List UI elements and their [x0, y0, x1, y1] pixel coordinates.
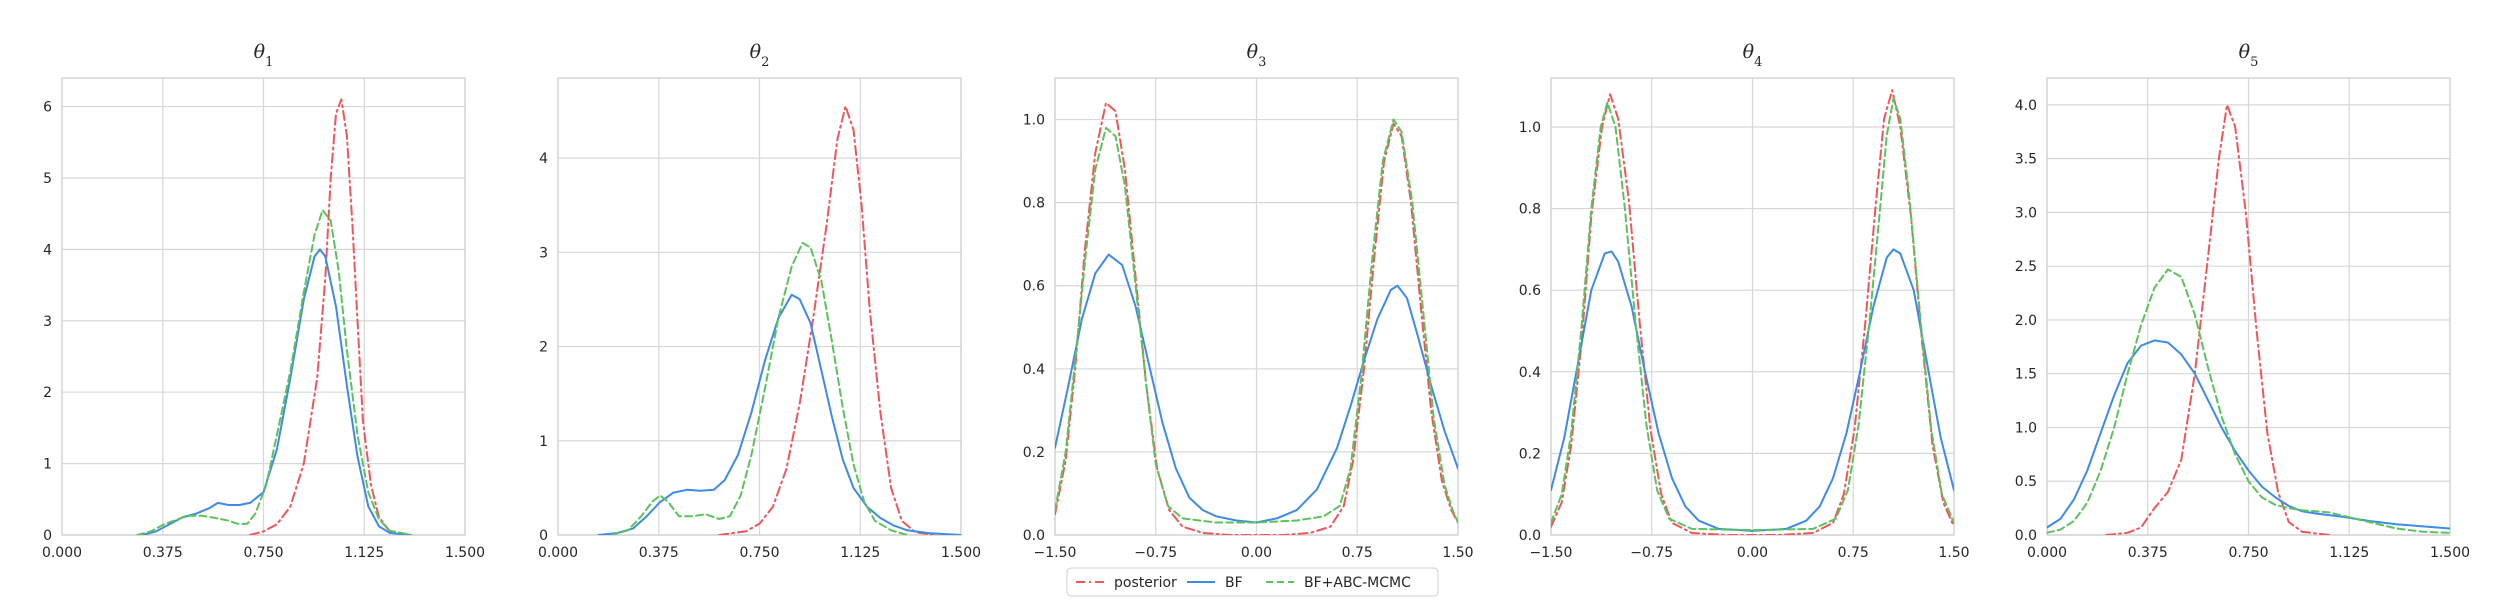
y-tick-label: 0.6	[1519, 283, 1541, 299]
series-line-posterior	[249, 98, 402, 535]
plot-frame	[61, 77, 466, 536]
panel-5: 0.000 0.375 0.750 1.125 1.500 0.0 0.5 1.0 1.5 2.0…	[2015, 41, 2470, 561]
x-tick-label: 0.75	[1838, 545, 1869, 561]
y-tick-label: 1.5	[2015, 367, 2037, 383]
series-line-bf	[2047, 339, 2450, 530]
panel-title: θ1	[254, 41, 274, 70]
panel-2: 0.000 0.375 0.750 1.125 1.500 0 1 2 3 4 θ2	[538, 41, 981, 561]
y-tick-label: 0.2	[1519, 446, 1541, 462]
y-tick-label: 0.8	[1023, 196, 1045, 212]
legend-box	[1066, 567, 1439, 597]
y-tick-label: 3	[43, 314, 52, 330]
series-line-posterior	[1055, 101, 1458, 535]
series-line-bf	[1551, 248, 1954, 532]
panel-title: θ3	[1247, 41, 1267, 70]
y-tick-label: 0	[539, 528, 548, 544]
x-tick-label: 1.500	[445, 545, 485, 561]
y-tick-label: 6	[43, 100, 52, 116]
legend-label: BF+ABC-MCMC	[1304, 575, 1411, 591]
y-tick-label: 2.0	[2015, 313, 2037, 329]
y-tick-label: 3.5	[2015, 152, 2037, 168]
series-line-bf-abc-mcmc	[1055, 118, 1458, 524]
y-tick-label: 0.0	[2015, 528, 2037, 544]
y-tick-label: 4.0	[2015, 98, 2037, 114]
y-tick-label: 0.0	[1023, 528, 1045, 544]
panel-title: θ4	[1743, 41, 1763, 70]
y-tick-label: 0.4	[1519, 365, 1541, 381]
y-tick-label: 0	[43, 528, 52, 544]
series-line-bf	[1055, 253, 1458, 524]
panel-4: −1.50 −0.75 0.00 0.75 1.50 0.0 0.2 0.4 0.6 0.8 1.0…	[1519, 41, 1970, 561]
legend-label: BF	[1225, 575, 1243, 591]
y-tick-label: 0.2	[1023, 445, 1045, 461]
plot-frame	[557, 77, 962, 536]
y-tick-label: 3.0	[2015, 205, 2037, 221]
x-tick-label: 0.000	[42, 545, 82, 561]
x-tick-label: 0.000	[2027, 545, 2067, 561]
x-tick-label: 0.750	[739, 545, 779, 561]
y-tick-label: 1	[43, 457, 52, 473]
y-tick-label: 4	[43, 242, 52, 258]
series-line-bf-abc-mcmc	[610, 241, 909, 535]
x-tick-label: 0.375	[2128, 545, 2168, 561]
x-tick-label: 1.125	[344, 545, 384, 561]
x-tick-label: 0.375	[639, 545, 679, 561]
y-tick-label: 2	[43, 385, 52, 401]
x-tick-label: 0.750	[243, 545, 283, 561]
series-line-bf	[597, 293, 961, 535]
panel-3: −1.50 −0.75 0.00 0.75 1.50 0.0 0.2 0.4 0.6 0.8 1.0…	[1023, 41, 1474, 561]
y-tick-label: 5	[43, 171, 52, 187]
y-tick-label: 0.0	[1519, 528, 1541, 544]
y-tick-label: 0.4	[1023, 362, 1045, 378]
plot-frame	[2046, 77, 2451, 536]
y-tick-label: 0.5	[2015, 474, 2037, 490]
y-tick-label: 2.5	[2015, 259, 2037, 275]
y-tick-label: 1.0	[1023, 113, 1045, 129]
series-line-bf-abc-mcmc	[2047, 268, 2450, 534]
series-line-posterior	[2105, 103, 2331, 535]
y-tick-label: 3	[539, 245, 548, 261]
panel-title: θ2	[750, 41, 770, 70]
series-line-bf	[141, 248, 413, 535]
series-line-posterior	[718, 105, 936, 535]
legend: posterior BF BF+ABC-MCMC	[1066, 567, 1439, 597]
y-tick-label: 0.8	[1519, 202, 1541, 218]
x-tick-label: −1.50	[1530, 545, 1573, 561]
x-tick-label: 1.125	[840, 545, 880, 561]
x-tick-label: 1.50	[1938, 545, 1969, 561]
panel-1: 0.000 0.375 0.750 1.125 1.500 0 1 2 3 4 5 6 θ1	[42, 41, 485, 561]
x-tick-label: 0.000	[538, 545, 578, 561]
x-tick-label: −0.75	[1134, 545, 1177, 561]
x-tick-label: 1.50	[1442, 545, 1473, 561]
legend-label: posterior	[1114, 575, 1177, 591]
y-tick-label: 1.0	[1519, 120, 1541, 136]
x-tick-label: −1.50	[1034, 545, 1077, 561]
x-tick-label: 0.00	[1241, 545, 1272, 561]
y-tick-label: 0.6	[1023, 279, 1045, 295]
x-tick-label: 1.125	[2329, 545, 2369, 561]
x-tick-label: 0.375	[143, 545, 183, 561]
series-line-bf-abc-mcmc	[136, 209, 413, 535]
x-tick-label: 1.500	[941, 545, 981, 561]
x-tick-label: −0.75	[1630, 545, 1673, 561]
x-tick-label: 0.00	[1737, 545, 1768, 561]
y-tick-label: 4	[539, 151, 548, 167]
y-tick-label: 2	[539, 340, 548, 356]
y-tick-label: 1	[539, 434, 548, 450]
x-tick-label: 0.750	[2228, 545, 2268, 561]
x-tick-label: 0.75	[1342, 545, 1373, 561]
panel-title: θ5	[2239, 41, 2259, 70]
y-tick-label: 1.0	[2015, 420, 2037, 436]
x-tick-label: 1.500	[2430, 545, 2470, 561]
